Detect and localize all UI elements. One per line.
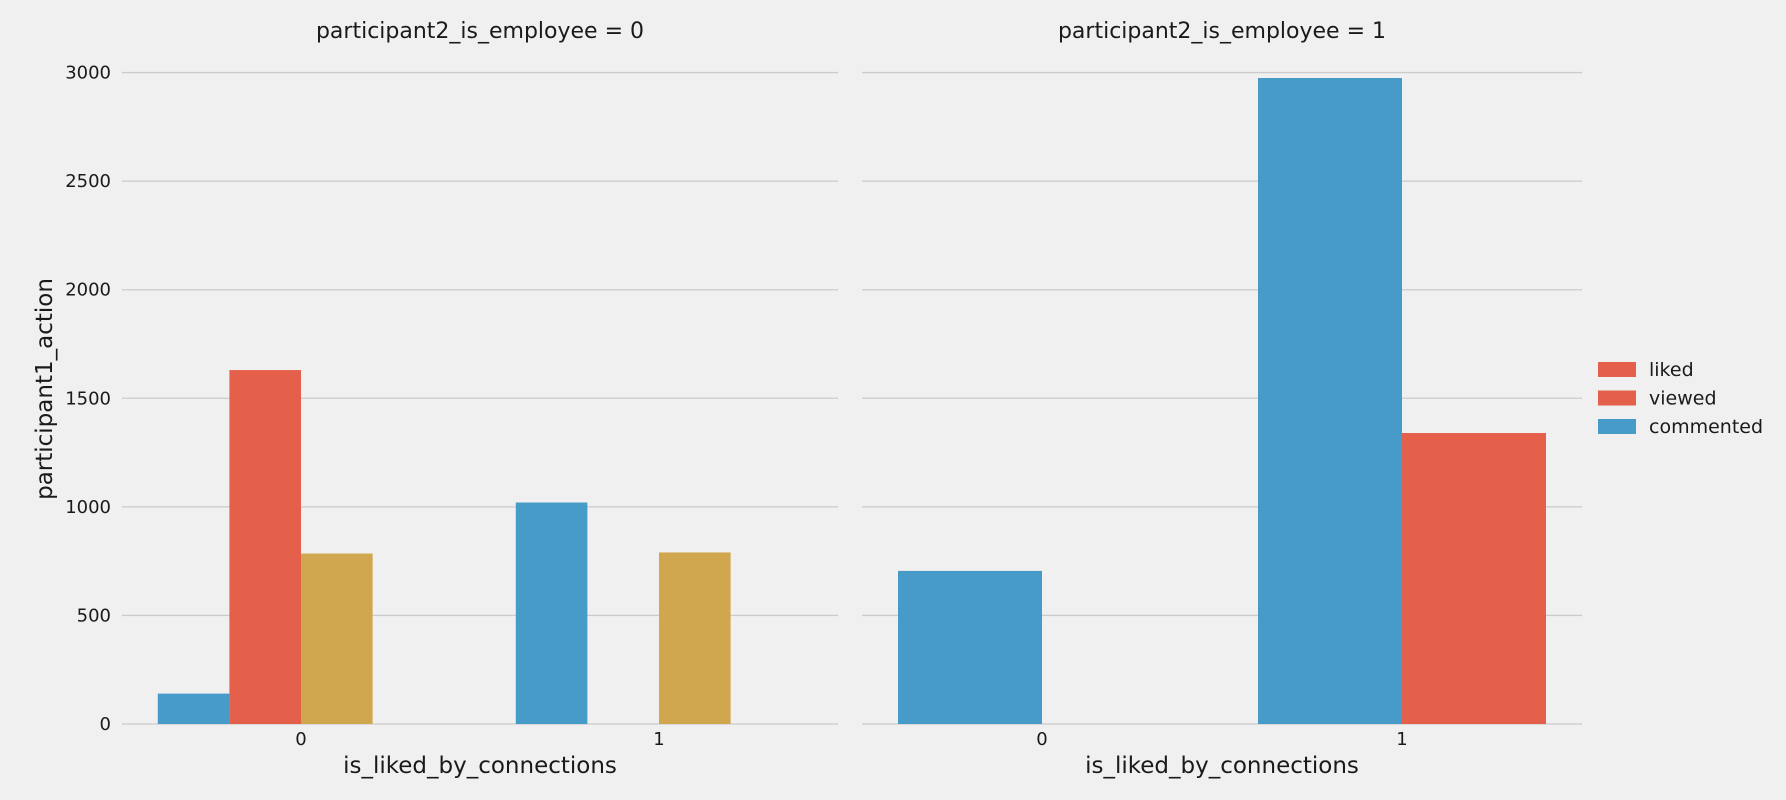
y-tick-label: 2000 <box>65 280 111 301</box>
y-tick-label: 2500 <box>65 171 111 192</box>
bar <box>515 502 588 724</box>
x-tick-label: 1 <box>1396 729 1407 750</box>
y-axis-label: participant1_action <box>32 278 58 500</box>
legend-label: liked <box>1649 359 1694 381</box>
x-axis-label: is_liked_by_connections <box>343 753 617 779</box>
y-tick-label: 500 <box>77 605 111 626</box>
x-tick-label: 0 <box>1036 729 1047 750</box>
x-axis-label: is_liked_by_connections <box>1085 753 1359 779</box>
legend-swatch <box>1598 390 1636 406</box>
legend: liked viewed commented <box>1598 359 1763 438</box>
bar <box>898 570 1042 724</box>
legend-label: commented <box>1649 416 1763 438</box>
bar <box>301 553 373 724</box>
legend-item: liked <box>1598 359 1694 381</box>
legend-swatch <box>1598 362 1636 377</box>
bar <box>659 552 731 724</box>
bar <box>229 370 301 724</box>
panel-title: participant2_is_employee = 1 <box>1058 19 1386 44</box>
legend-item: commented <box>1598 416 1763 438</box>
y-tick-label: 1500 <box>65 388 111 409</box>
y-tick-label: 1000 <box>65 497 111 518</box>
chart-panels: 0 500 1000 1500 2000 2500 3000 0 1 is_liked_by_co… <box>65 19 1582 779</box>
panel-1: 0 1 is_liked_by_connections participant2_is… <box>862 19 1582 779</box>
bar <box>157 693 230 724</box>
panel-title: participant2_is_employee = 0 <box>316 19 644 44</box>
legend-swatch <box>1598 419 1636 434</box>
bar <box>1402 433 1546 724</box>
x-tick-label: 0 <box>295 729 306 750</box>
panel-0: 0 500 1000 1500 2000 2500 3000 0 1 is_liked_by_co… <box>65 19 838 779</box>
y-tick-label: 3000 <box>65 63 111 84</box>
legend-item: viewed <box>1598 388 1717 410</box>
x-tick-label: 1 <box>653 729 664 750</box>
y-tick-label: 0 <box>100 714 111 735</box>
bar <box>1258 78 1402 724</box>
legend-label: viewed <box>1649 388 1717 410</box>
